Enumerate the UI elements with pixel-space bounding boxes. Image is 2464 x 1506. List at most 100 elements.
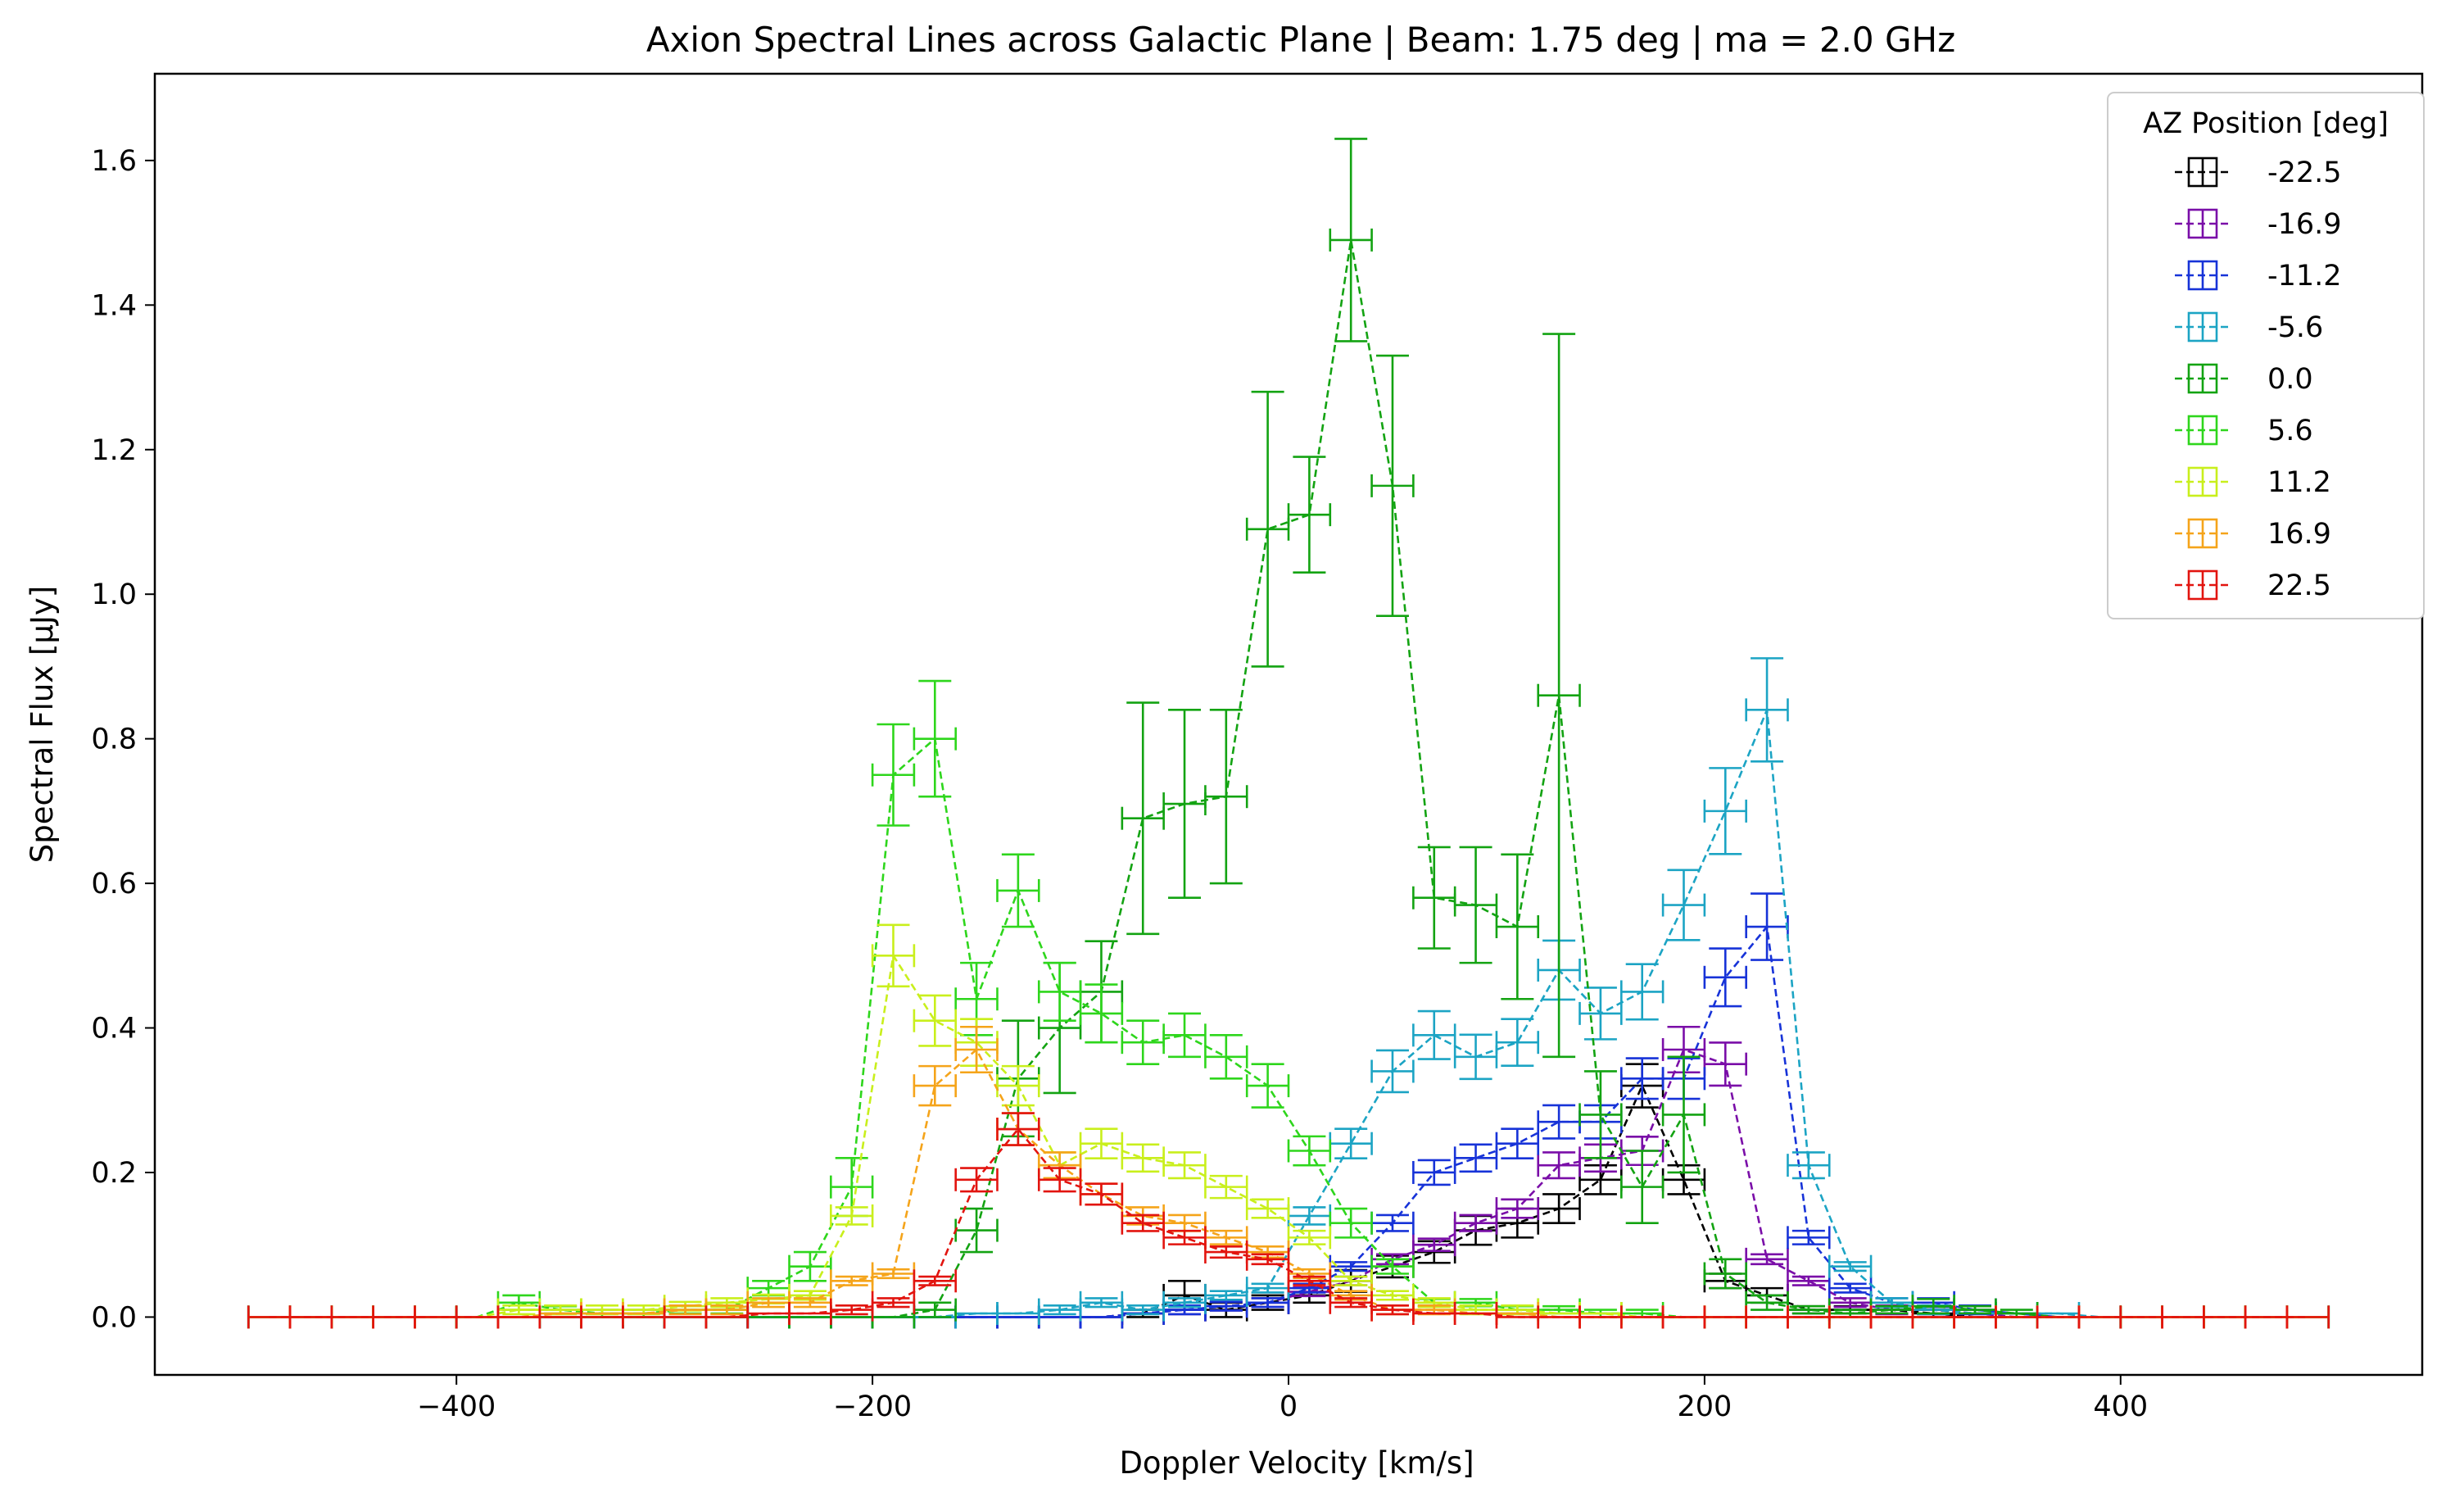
y-tick-label: 1.2	[91, 434, 137, 467]
data-point	[830, 1204, 874, 1227]
data-point	[871, 723, 916, 827]
data-point	[871, 923, 916, 988]
data-point	[247, 1305, 292, 1329]
data-point	[1537, 333, 1581, 1059]
plot-frame	[153, 72, 2424, 1377]
data-point	[1453, 1143, 1498, 1173]
data-point	[1162, 1151, 1207, 1180]
data-point	[1037, 1167, 1082, 1193]
data-point	[1329, 138, 1373, 342]
data-point	[1204, 1174, 1248, 1200]
data-point	[1121, 701, 1165, 936]
legend-entry: 16.9	[2175, 518, 2331, 551]
data-point	[1787, 1226, 1831, 1250]
x-tick-label: 0	[1280, 1390, 1298, 1423]
data-point	[1245, 390, 1290, 668]
data-point	[1079, 1291, 1124, 1314]
data-point	[1245, 1063, 1290, 1109]
y-tick-label: 1.6	[91, 145, 137, 178]
data-point	[1620, 963, 1665, 1021]
data-point	[1412, 1233, 1456, 1257]
data-point	[996, 1302, 1040, 1326]
data-point	[913, 994, 957, 1047]
y-tick-label: 0.2	[91, 1157, 137, 1190]
data-point	[1412, 1009, 1456, 1060]
data-point	[1495, 1127, 1540, 1159]
data-point	[954, 1305, 999, 1329]
y-tick-label: 1.4	[91, 289, 137, 322]
legend-label: -11.2	[2267, 260, 2342, 293]
data-point	[1578, 1070, 1623, 1159]
data-point	[1661, 1305, 1706, 1329]
data-point	[1121, 1019, 1165, 1065]
data-point	[1412, 1159, 1456, 1186]
data-point	[1329, 1207, 1373, 1239]
data-point	[1745, 1291, 1789, 1314]
data-point	[1370, 354, 1415, 617]
legend-box	[2107, 92, 2425, 619]
data-point	[1079, 1182, 1124, 1206]
data-point	[871, 1305, 916, 1329]
data-point	[2119, 1305, 2163, 1329]
data-point	[871, 1291, 916, 1314]
y-tick-label: 0.6	[91, 868, 137, 900]
data-point	[1079, 1305, 1124, 1329]
data-point	[1370, 1298, 1415, 1322]
data-point	[1370, 1211, 1415, 1235]
legend-label: -22.5	[2267, 156, 2342, 189]
data-point	[913, 1064, 957, 1107]
data-point	[372, 1305, 416, 1329]
data-point	[954, 1025, 999, 1074]
data-point	[1703, 947, 1747, 1008]
data-point	[1162, 1226, 1207, 1250]
data-point	[2036, 1305, 2081, 1329]
data-point	[996, 1112, 1040, 1146]
data-point	[1661, 869, 1706, 941]
legend-label: -5.6	[2267, 311, 2323, 344]
legend-entry: 11.2	[2175, 466, 2331, 499]
y-axis-label: Spectral Flux [μJy]	[25, 586, 60, 863]
y-tick-label: 1.0	[91, 578, 137, 611]
chart-title: Axion Spectral Lines across Galactic Pla…	[646, 20, 1955, 60]
data-point	[1578, 987, 1623, 1041]
data-point	[954, 1167, 999, 1193]
data-point	[288, 1305, 333, 1329]
legend-entry: -22.5	[2175, 156, 2342, 189]
data-point	[455, 1305, 500, 1329]
data-point	[746, 1305, 790, 1329]
data-point	[1537, 1193, 1581, 1225]
data-point	[1287, 1226, 1332, 1250]
data-point	[1287, 456, 1332, 574]
data-point	[1495, 1018, 1540, 1067]
y-tick-label: 0.4	[91, 1013, 137, 1046]
data-point	[1370, 1049, 1415, 1094]
data-point	[1911, 1295, 1955, 1318]
y-tick-label: 0.8	[91, 724, 137, 756]
data-point	[1287, 1204, 1332, 1227]
data-point	[1453, 846, 1498, 964]
data-point	[996, 853, 1040, 928]
data-point	[1620, 1302, 1665, 1326]
legend-entry: -5.6	[2175, 311, 2323, 344]
data-point	[1245, 1197, 1290, 1221]
data-point	[1453, 1033, 1498, 1081]
data-point	[1745, 657, 1789, 763]
data-point	[2161, 1305, 2205, 1329]
data-point	[1495, 1197, 1540, 1221]
data-point	[871, 1262, 916, 1286]
data-point	[1121, 1298, 1165, 1322]
data-point	[1079, 983, 1124, 1044]
data-point	[1995, 1302, 2039, 1326]
data-point	[2203, 1305, 2247, 1329]
data-point	[1453, 1211, 1498, 1235]
data-point	[1287, 1269, 1332, 1293]
legend-entry: 5.6	[2175, 415, 2313, 447]
data-point	[954, 1207, 999, 1254]
y-axis: 0.0 0.2 0.4 0.6 0.8 1.0 1.2 1.4 1.6	[91, 145, 155, 1334]
data-point	[913, 1269, 957, 1293]
legend-label: 0.0	[2267, 363, 2313, 396]
data-point	[1578, 1302, 1623, 1326]
data-point	[1703, 1041, 1747, 1087]
data-point	[1828, 1254, 1873, 1278]
